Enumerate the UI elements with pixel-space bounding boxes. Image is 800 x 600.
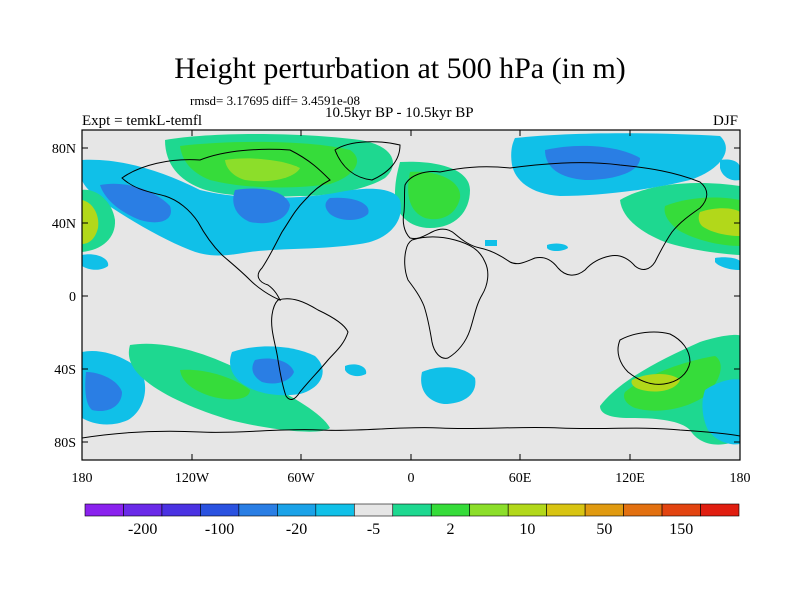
contour-cyan-east-small [715,257,740,270]
colorbar-swatch [84,503,124,517]
coast-south-america [271,298,349,400]
colorbar-swatch [584,503,624,517]
colorbar-label: 50 [596,521,612,538]
lat-tick-label: 80S [54,436,76,451]
coast-africa [404,236,489,359]
contour-green-south-pacific [180,369,250,400]
lon-tick-label: 0 [408,471,415,486]
colorbar-swatch [238,503,278,517]
contour-cyan-east-edge [720,159,740,181]
coast-greenland [334,141,401,181]
colorbar-label: 150 [669,521,693,538]
colorbar-label: -5 [367,521,380,538]
lat-tick-label: 0 [69,290,76,305]
contour-cyan-south-small [345,364,367,377]
coast-antarctica [82,426,740,439]
lat-tick-label: 40N [52,217,76,232]
contour-blue-north-pacific [100,183,171,223]
lon-tick-label: 180 [730,471,751,486]
coast-eurasia [402,162,708,276]
season-label: DJF [713,113,739,129]
contour-blue-sw-pacific [85,372,122,412]
experiment-label: Expt = temkL-temfl [82,113,203,129]
contour-green-europe [408,171,461,220]
lon-tick-label: 120E [615,471,645,486]
colorbar-swatch [353,503,394,517]
colorbar-label: 10 [519,521,535,538]
contour-cyan-west-small [82,254,109,270]
contour-lime-australia [631,374,680,392]
colorbar-swatch [661,503,701,517]
coastlines [82,141,740,439]
colorbar-swatch [546,503,586,517]
colorbar-swatch [161,503,201,517]
lat-tick-label: 40S [54,363,76,378]
coast-north-america [121,148,331,301]
contour-blue-south-america [252,358,294,384]
colorbar-swatch [277,503,317,517]
colorbar-swatch [623,503,663,517]
contour-cyan-speck-2 [547,243,568,251]
contour-blue-atlantic [325,197,369,220]
colorbar: -200 -100 -20 -5 2 10 50 150 [84,503,740,538]
colorbar-label: -200 [128,521,157,538]
stats-line: rmsd= 3.17695 diff= 3.4591e-08 [190,93,361,108]
colorbar-swatch [700,503,740,517]
contour-blue-north-america [233,188,290,224]
lon-tick-label: 120W [175,471,210,486]
colorbar-swatch [315,503,355,517]
colorbar-swatch [123,503,163,517]
plot-title: Height perturbation at 500 hPa (in m) [174,52,626,85]
contour-lime-west-edge [82,200,99,244]
lon-tick-label: 60W [287,471,315,486]
contour-lime-north-america [225,158,300,182]
lat-tick-label: 80N [52,142,76,157]
contour-lime-nw-pacific [698,208,740,236]
colorbar-swatch [469,503,509,517]
contour-cyan-south-atlantic [421,367,476,404]
colorbar-label: -100 [205,521,234,538]
contour-cyan-speck-1 [485,240,497,246]
contour-cyan-south-east-edge [702,379,740,445]
coast-australia [617,331,691,385]
longitude-axis: 180 120W 60W 0 60E 120E 180 [72,130,751,486]
lon-tick-label: 180 [72,471,93,486]
colorbar-swatch [392,503,432,517]
colorbar-swatch [200,503,240,517]
colorbar-swatch [430,503,471,517]
lon-tick-label: 60E [509,471,532,486]
colorbar-label: -20 [286,521,307,538]
latitude-axis: 80N 40N 0 40S 80S [52,142,740,451]
colorbar-label: 2 [447,521,455,538]
period-label: 10.5kyr BP - 10.5kyr BP [325,105,474,121]
colorbar-swatch [507,503,547,517]
